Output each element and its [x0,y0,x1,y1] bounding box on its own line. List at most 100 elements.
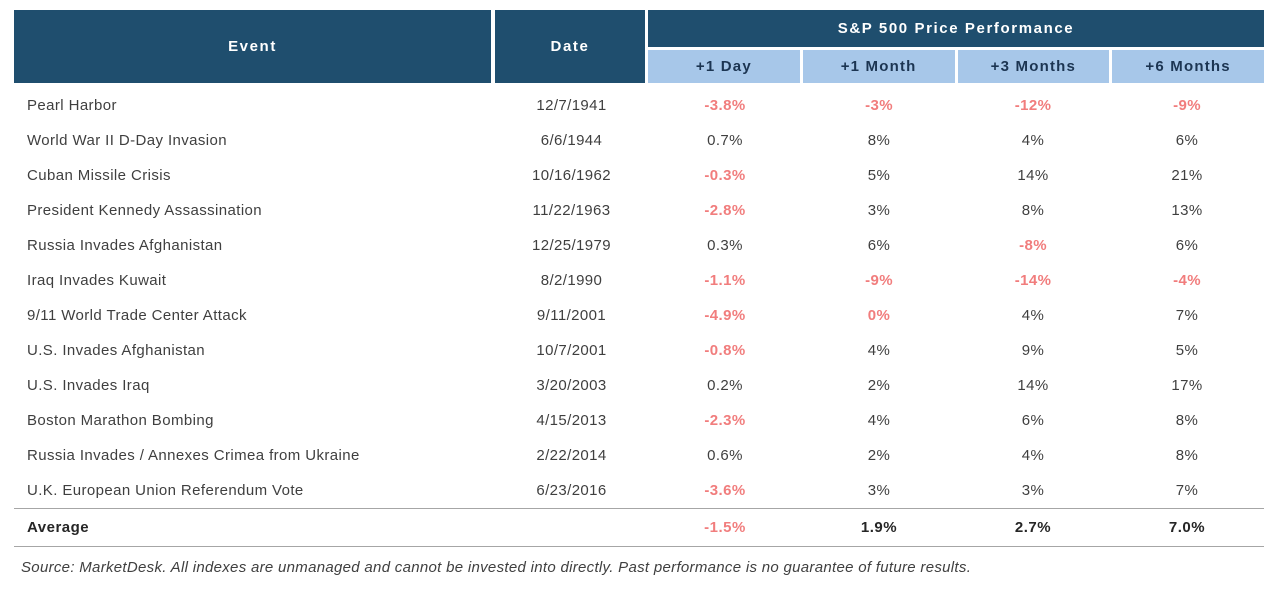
performance-subheader-row: +1 Day +1 Month +3 Months +6 Months [648,50,1264,83]
table-row: 9/11 World Trade Center Attack 9/11/2001… [14,298,1264,333]
event-cell: U.S. Invades Afghanistan [27,342,206,359]
value-cell-1month: 3% [867,482,891,499]
date-column-header: Date [495,10,645,83]
value-cell-1day: -2.8% [704,202,746,219]
subcolumn-header-3months: +3 Months [957,50,1110,83]
value-cell-1month: 4% [867,342,891,359]
value-cell-1day: -0.8% [704,342,746,359]
date-cell: 10/16/1962 [531,167,612,184]
event-cell: President Kennedy Assassination [27,202,263,219]
date-cell: 6/23/2016 [536,482,607,499]
value-cell-6months: 17% [1171,377,1203,394]
performance-group-title: S&P 500 Price Performance [648,10,1264,47]
value-cell-6months: 7% [1175,482,1199,499]
value-cell-6months: 6% [1175,237,1199,254]
date-cell: 10/7/2001 [536,342,607,359]
event-cell: 9/11 World Trade Center Attack [27,307,247,324]
subcolumn-header-1day: +1 Day [648,50,800,83]
value-cell-1day: -0.3% [704,167,746,184]
value-cell-1day: -3.6% [704,482,746,499]
event-cell: U.K. European Union Referendum Vote [27,482,304,499]
value-cell-1day: 0.6% [707,447,743,464]
value-cell-6months: 13% [1171,202,1203,219]
value-cell-1day: -3.8% [704,97,746,114]
event-cell: U.S. Invades Iraq [27,377,150,394]
value-cell-1month: 2% [867,377,891,394]
value-cell-6months: 6% [1175,132,1199,149]
date-cell: 2/22/2014 [536,447,607,464]
table-row: Cuban Missile Crisis 10/16/1962 -0.3% 5%… [14,158,1264,193]
value-cell-3months: -8% [1019,237,1047,254]
average-value-3months: 2.7% [1014,519,1052,536]
event-cell: World War II D-Day Invasion [27,132,228,149]
value-cell-1day: 0.7% [707,132,743,149]
table-row: Pearl Harbor 12/7/1941 -3.8% -3% -12% -9… [14,88,1264,123]
value-cell-1month: 4% [867,412,891,429]
event-column-header: Event [14,10,491,83]
value-cell-6months: -4% [1173,272,1201,289]
subcolumn-header-6months: +6 Months [1112,50,1264,83]
value-cell-3months: 4% [1021,447,1045,464]
value-cell-3months: 4% [1021,132,1045,149]
average-row: Average -1.5% 1.9% 2.7% 7.0% [14,508,1264,547]
value-cell-1day: 0.2% [707,377,743,394]
source-note: Source: MarketDesk. All indexes are unma… [21,559,972,576]
value-cell-1day: -1.1% [704,272,746,289]
value-cell-3months: 8% [1021,202,1045,219]
value-cell-6months: 8% [1175,412,1199,429]
table-row: Russia Invades / Annexes Crimea from Ukr… [14,438,1264,473]
value-cell-3months: 3% [1021,482,1045,499]
value-cell-1month: 5% [867,167,891,184]
date-cell: 8/2/1990 [540,272,603,289]
table-row: U.S. Invades Iraq 3/20/2003 0.2% 2% 14% … [14,368,1264,403]
table-body: Pearl Harbor 12/7/1941 -3.8% -3% -12% -9… [14,88,1264,508]
value-cell-6months: 5% [1175,342,1199,359]
value-cell-3months: -12% [1014,97,1052,114]
event-cell: Boston Marathon Bombing [27,412,214,429]
table-row: President Kennedy Assassination 11/22/19… [14,193,1264,228]
value-cell-1day: -4.9% [704,307,746,324]
average-value-1month: 1.9% [860,519,898,536]
date-cell: 3/20/2003 [536,377,607,394]
date-cell: 11/22/1963 [532,202,611,219]
value-cell-1month: 2% [867,447,891,464]
table-row: U.S. Invades Afghanistan 10/7/2001 -0.8%… [14,333,1264,368]
value-cell-1day: -2.3% [704,412,746,429]
table-header: Event Date S&P 500 Price Performance +1 … [14,10,1264,83]
value-cell-3months: -14% [1014,272,1052,289]
table-row: U.K. European Union Referendum Vote 6/23… [14,473,1264,508]
value-cell-1month: -9% [865,272,893,289]
value-cell-3months: 4% [1021,307,1045,324]
event-cell: Cuban Missile Crisis [27,167,171,184]
value-cell-6months: 7% [1175,307,1199,324]
value-cell-1month: 0% [867,307,891,324]
value-cell-3months: 14% [1017,167,1049,184]
table-row: Boston Marathon Bombing 4/15/2013 -2.3% … [14,403,1264,438]
value-cell-1month: -3% [865,97,893,114]
value-cell-6months: -9% [1173,97,1201,114]
event-cell: Russia Invades Afghanistan [27,237,223,254]
value-cell-3months: 14% [1017,377,1049,394]
value-cell-1month: 8% [867,132,891,149]
average-label: Average [27,519,90,536]
date-cell: 4/15/2013 [536,412,607,429]
average-value-1day: -1.5% [704,519,746,536]
value-cell-1day: 0.3% [707,237,743,254]
value-cell-3months: 6% [1021,412,1045,429]
date-cell: 9/11/2001 [536,307,607,324]
event-performance-table: Event Date S&P 500 Price Performance +1 … [14,10,1264,576]
event-cell: Pearl Harbor [27,97,117,114]
value-cell-1month: 6% [867,237,891,254]
average-value-6months: 7.0% [1168,519,1206,536]
subcolumn-header-1month: +1 Month [802,50,955,83]
value-cell-6months: 21% [1171,167,1203,184]
table-row: World War II D-Day Invasion 6/6/1944 0.7… [14,123,1264,158]
value-cell-6months: 8% [1175,447,1199,464]
value-cell-3months: 9% [1021,342,1045,359]
event-cell: Russia Invades / Annexes Crimea from Ukr… [27,447,360,464]
date-cell: 12/7/1941 [536,97,607,114]
table-row: Iraq Invades Kuwait 8/2/1990 -1.1% -9% -… [14,263,1264,298]
table-row: Russia Invades Afghanistan 12/25/1979 0.… [14,228,1264,263]
date-cell: 6/6/1944 [540,132,603,149]
event-cell: Iraq Invades Kuwait [27,272,167,289]
